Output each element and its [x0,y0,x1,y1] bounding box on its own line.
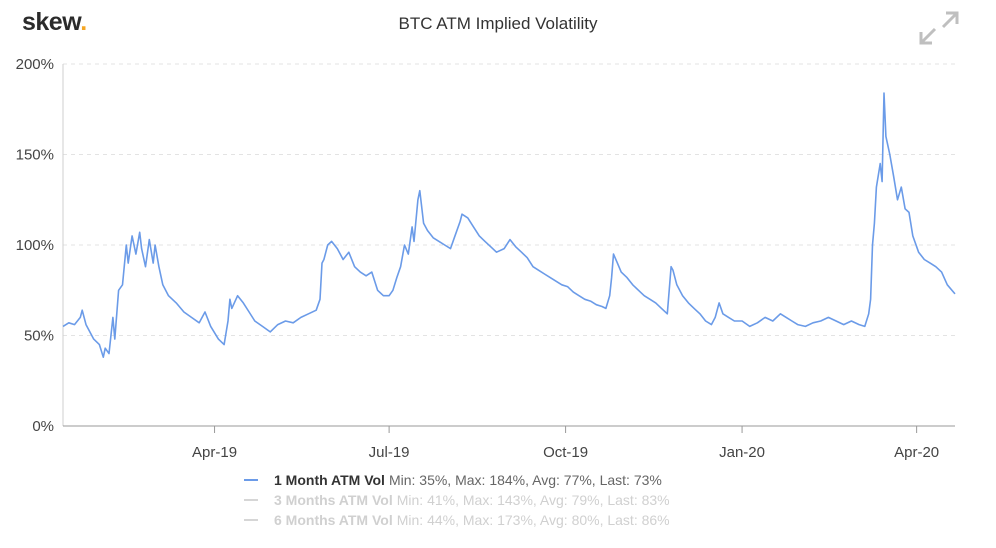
legend-series-stats: Min: 44%, Max: 173%, Avg: 80%, Last: 86% [396,512,670,528]
chart-title: BTC ATM Implied Volatility [398,14,598,33]
y-axis: 0% 50% 100% 150% 200% [16,56,64,435]
expand-arrows-icon[interactable] [918,10,960,46]
x-tick-label: Apr-20 [894,444,939,461]
y-grid [63,63,955,336]
y-tick-label: 150% [16,147,54,164]
skew-logo: skew. [22,8,87,36]
y-tick-label: 0% [32,418,54,435]
series-lines [62,92,956,358]
x-tick-label: Oct-19 [543,444,588,461]
legend-series-stats: Min: 41%, Max: 143%, Avg: 79%, Last: 83% [396,492,670,508]
legend-item-3m[interactable]: 3 Months ATM Vol Min: 41%, Max: 143%, Av… [244,490,670,510]
y-tick-label: 50% [24,328,54,345]
x-tick-label: Jan-20 [719,444,765,461]
legend-swatch [244,479,258,481]
legend-series-stats: Min: 35%, Max: 184%, Avg: 77%, Last: 73% [388,472,662,488]
legend-swatch [244,499,258,501]
legend-series-name: 6 Months ATM Vol [274,512,393,528]
legend-item-1m[interactable]: 1 Month ATM Vol Min: 35%, Max: 184%, Avg… [244,470,670,490]
y-tick-label: 200% [16,56,54,73]
legend-series-name: 1 Month ATM Vol [274,472,385,488]
x-axis: Apr-19 Jul-19 Oct-19 Jan-20 Apr-20 [63,425,955,461]
x-tick-label: Apr-19 [192,444,237,461]
y-tick-label: 100% [16,237,54,254]
legend-swatch [244,519,258,521]
legend-series-name: 3 Months ATM Vol [274,492,393,508]
x-tick-label: Jul-19 [369,444,410,461]
legend: 1 Month ATM Vol Min: 35%, Max: 184%, Avg… [244,470,670,530]
series-line-0 [62,92,956,358]
legend-item-6m[interactable]: 6 Months ATM Vol Min: 44%, Max: 173%, Av… [244,510,670,530]
